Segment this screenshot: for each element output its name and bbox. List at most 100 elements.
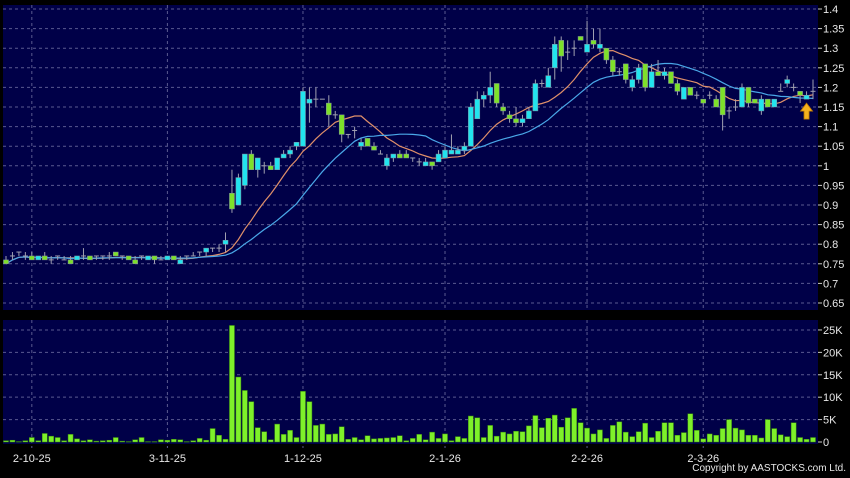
candle-up	[661, 71, 668, 76]
candle-down	[125, 255, 132, 261]
volume-bar	[719, 428, 726, 443]
candles	[3, 20, 816, 265]
volume-bar	[158, 439, 164, 443]
volume-bars	[3, 325, 816, 443]
volume-bar	[442, 433, 448, 443]
candle-up	[480, 94, 487, 100]
candle-up	[435, 153, 442, 163]
candle-up	[461, 145, 468, 151]
volume-bar	[506, 433, 513, 443]
volume-bar	[22, 440, 29, 443]
candle-up	[358, 142, 364, 147]
candle-up	[293, 142, 300, 147]
candle-up	[222, 240, 229, 245]
volume-bar	[48, 435, 54, 443]
candle-down	[3, 259, 9, 265]
candle-up	[455, 149, 461, 155]
candle-up	[758, 98, 765, 112]
candle-up	[280, 153, 287, 159]
date-tick-label: 3-11-25	[149, 453, 186, 465]
volume-panel	[3, 320, 818, 444]
candle-up	[803, 94, 810, 100]
candle-up	[468, 106, 474, 147]
candle-down	[642, 63, 648, 88]
volume-bar	[313, 425, 319, 443]
candle-up	[519, 118, 526, 123]
candle-down	[668, 71, 674, 84]
volume-bar	[280, 434, 287, 443]
volume-bar	[629, 436, 635, 443]
volume-bar	[293, 437, 300, 443]
date-tick-label: 2-3-26	[687, 453, 719, 465]
volume-bar	[571, 408, 577, 443]
candle-up	[648, 71, 655, 88]
candle-down	[513, 118, 519, 123]
volume-bar	[255, 427, 261, 443]
volume-bar	[242, 390, 248, 443]
price-tick-label: 1.2	[823, 82, 838, 94]
volume-bar	[461, 438, 468, 443]
candle-down	[506, 114, 513, 120]
date-tick-label: 2-10-25	[13, 453, 51, 465]
volume-bar	[558, 426, 564, 443]
volume-bar	[326, 434, 332, 443]
volume-bar	[635, 431, 642, 443]
volume-bar	[648, 437, 655, 443]
volume-bar	[700, 438, 707, 443]
candle-up	[306, 98, 313, 104]
candle-down	[326, 102, 332, 116]
candle-up	[242, 153, 248, 186]
candle-up	[255, 157, 261, 170]
candle-down	[655, 71, 661, 76]
price-tick-label: 0.65	[823, 298, 844, 310]
volume-bar	[409, 438, 416, 443]
volume-bar	[61, 440, 67, 443]
volume-bar	[500, 431, 506, 443]
candle-down	[267, 165, 274, 170]
volume-bar	[364, 435, 371, 443]
candle-down	[403, 153, 410, 159]
volume-tick-label: 20K	[823, 347, 843, 359]
volume-bar	[526, 425, 532, 443]
candle-down	[364, 138, 371, 147]
volume-bar	[67, 434, 74, 443]
price-tick-label: 1.1	[823, 122, 838, 134]
volume-bar	[248, 401, 255, 443]
volume-bar	[642, 422, 648, 443]
volume-bar	[371, 438, 377, 443]
volume-bar	[3, 440, 9, 443]
volume-bar	[532, 415, 539, 443]
volume-bar	[132, 439, 138, 443]
volume-bar	[177, 439, 184, 443]
volume-bar	[706, 433, 713, 443]
volume-bar	[138, 437, 145, 443]
volume-bar	[306, 401, 313, 443]
price-tick-label: 1.4	[823, 4, 838, 16]
up-arrow-icon	[799, 102, 814, 120]
volume-bar	[319, 423, 326, 443]
volume-tick-label: 25K	[823, 325, 843, 337]
volume-bar	[765, 419, 771, 443]
candle-up	[784, 79, 790, 84]
candle-up	[74, 255, 80, 261]
volume-bar	[726, 419, 732, 443]
volume-bar	[345, 439, 351, 443]
candle-up	[635, 67, 642, 80]
candle-down	[493, 83, 500, 104]
volume-bar	[577, 422, 584, 443]
volume-bar	[93, 440, 100, 443]
candle-down	[558, 40, 564, 57]
candle-up	[545, 75, 552, 88]
up-arrow-icon	[799, 102, 814, 120]
volume-bar	[474, 417, 481, 443]
volume-bar	[539, 427, 545, 443]
volume-bar	[190, 440, 196, 443]
candle-up	[235, 177, 242, 206]
price-tick-label: 0.75	[823, 259, 844, 271]
candle-down	[752, 98, 758, 104]
volume-bar	[616, 421, 623, 443]
candle-up	[474, 98, 481, 120]
volume-bar	[261, 431, 268, 443]
volume-bar	[80, 440, 87, 443]
candle-down	[719, 87, 726, 116]
